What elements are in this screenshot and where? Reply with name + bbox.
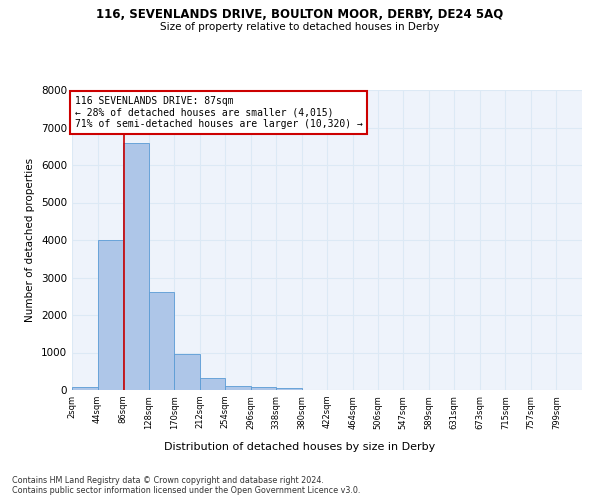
Text: Size of property relative to detached houses in Derby: Size of property relative to detached ho… <box>160 22 440 32</box>
Bar <box>276 388 302 390</box>
Bar <box>174 354 200 390</box>
Y-axis label: Number of detached properties: Number of detached properties <box>25 158 35 322</box>
Bar <box>225 386 251 390</box>
Text: Distribution of detached houses by size in Derby: Distribution of detached houses by size … <box>164 442 436 452</box>
Bar <box>149 292 174 390</box>
Bar <box>98 240 123 390</box>
Text: 116 SEVENLANDS DRIVE: 87sqm
← 28% of detached houses are smaller (4,015)
71% of : 116 SEVENLANDS DRIVE: 87sqm ← 28% of det… <box>74 96 362 129</box>
Text: 116, SEVENLANDS DRIVE, BOULTON MOOR, DERBY, DE24 5AQ: 116, SEVENLANDS DRIVE, BOULTON MOOR, DER… <box>97 8 503 20</box>
Bar <box>123 142 149 390</box>
Bar <box>72 388 98 390</box>
Bar <box>251 388 276 390</box>
Bar <box>200 378 225 390</box>
Text: Contains HM Land Registry data © Crown copyright and database right 2024.
Contai: Contains HM Land Registry data © Crown c… <box>12 476 361 495</box>
